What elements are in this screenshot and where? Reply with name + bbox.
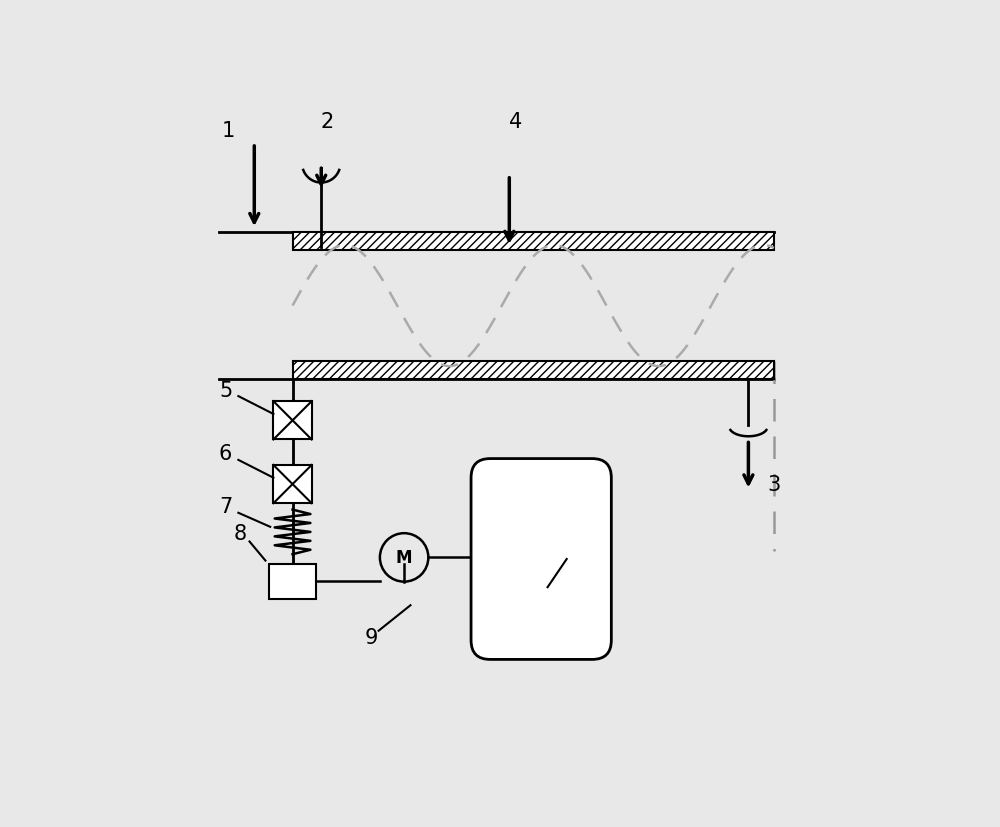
Text: 3: 3 xyxy=(767,475,781,495)
Bar xyxy=(273,402,312,440)
FancyBboxPatch shape xyxy=(471,459,611,660)
Bar xyxy=(269,564,316,599)
Bar xyxy=(293,233,774,251)
Text: 7: 7 xyxy=(219,497,232,517)
Text: 4: 4 xyxy=(509,112,522,131)
Text: 1: 1 xyxy=(222,121,235,141)
Text: 8: 8 xyxy=(233,523,247,543)
Text: 6: 6 xyxy=(219,444,232,464)
Text: 9: 9 xyxy=(364,628,378,648)
Text: 5: 5 xyxy=(219,380,232,400)
Bar xyxy=(293,361,774,380)
Text: M: M xyxy=(396,549,412,566)
Text: 10: 10 xyxy=(538,590,565,610)
Bar xyxy=(273,466,312,504)
Text: 2: 2 xyxy=(321,112,334,131)
